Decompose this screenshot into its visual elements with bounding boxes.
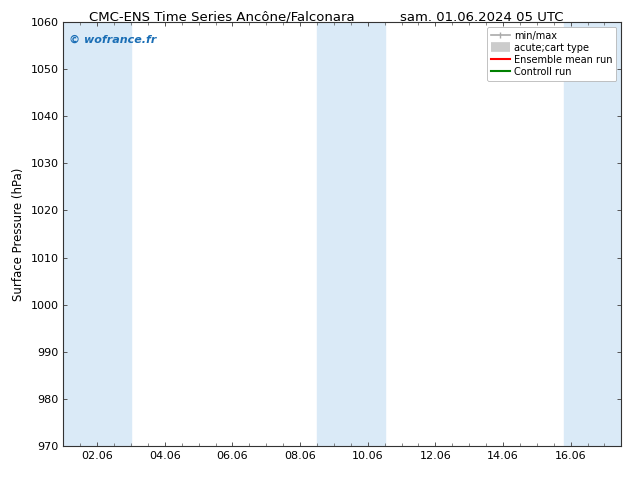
Y-axis label: Surface Pressure (hPa): Surface Pressure (hPa) xyxy=(12,167,25,301)
Bar xyxy=(564,22,621,446)
Bar xyxy=(63,22,131,446)
Text: sam. 01.06.2024 05 UTC: sam. 01.06.2024 05 UTC xyxy=(400,11,564,24)
Text: CMC-ENS Time Series Ancône/Falconara: CMC-ENS Time Series Ancône/Falconara xyxy=(89,11,354,24)
Bar xyxy=(317,22,385,446)
Legend: min/max, acute;cart type, Ensemble mean run, Controll run: min/max, acute;cart type, Ensemble mean … xyxy=(487,27,616,80)
Text: © wofrance.fr: © wofrance.fr xyxy=(69,35,157,45)
